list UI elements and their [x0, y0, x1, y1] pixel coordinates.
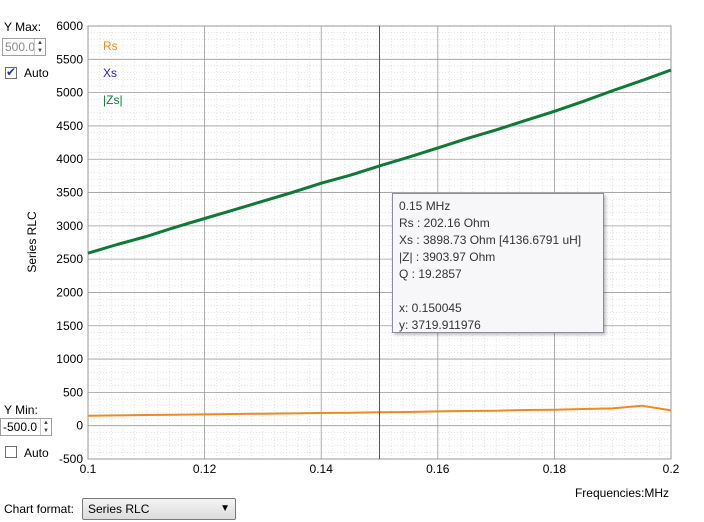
- chart-format-value: Series RLC: [88, 502, 150, 516]
- check-icon: ✔: [6, 65, 17, 79]
- x-tick-label: 0.2: [663, 462, 680, 476]
- tooltip-xs: Xs : 3898.73 Ohm [4136.6791 uH]: [399, 233, 582, 247]
- legend: Rs Xs |Zs|: [103, 39, 123, 107]
- y-tick-label: 3500: [56, 186, 83, 200]
- x-tick-label: 0.1: [80, 462, 97, 476]
- y-tick-label: 4000: [56, 152, 83, 166]
- y-tick-label: 6000: [56, 19, 83, 33]
- ymax-auto-checkbox[interactable]: ✔: [5, 65, 17, 79]
- y-tick-label: 1000: [56, 352, 83, 366]
- spin-down-icon[interactable]: ▼: [37, 48, 43, 54]
- x-tick-labels: 0.1 0.12 0.14 0.16 0.18 0.2: [80, 462, 680, 476]
- cursor-tooltip: 0.15 MHz Rs : 202.16 Ohm Xs : 3898.73 Oh…: [392, 193, 604, 333]
- ymin-value: -500.0: [3, 420, 38, 434]
- x-tick-label: 0.16: [426, 462, 450, 476]
- tooltip-rs: Rs : 202.16 Ohm: [399, 216, 490, 230]
- y-tick-label: 500: [63, 385, 83, 399]
- ymin-auto-label: Auto: [24, 446, 49, 460]
- tooltip-q: Q : 19.2857: [399, 267, 462, 281]
- y-tick-labels: -500 0 500 1000 1500 2000 2500 3000 3500 4000 4500…: [56, 19, 83, 466]
- y-tick-label: 0: [76, 419, 83, 433]
- ymax-label: Y Max:: [4, 20, 42, 34]
- y-tick-label: 2500: [56, 252, 83, 266]
- y-tick-label: 2000: [56, 285, 83, 299]
- spin-down-icon[interactable]: ▼: [43, 428, 49, 434]
- tooltip-frequency: 0.15 MHz: [399, 199, 451, 213]
- spin-up-icon[interactable]: ▲: [43, 420, 49, 426]
- y-tick-label: 1500: [56, 319, 83, 333]
- ymax-auto-label: Auto: [24, 66, 49, 80]
- x-axis-label: Frequencies:MHz: [575, 486, 669, 500]
- y-tick-label: 4500: [56, 119, 83, 133]
- spin-up-icon[interactable]: ▲: [37, 40, 43, 46]
- x-tick-label: 0.18: [543, 462, 567, 476]
- ymax-input[interactable]: 500.0 ▲ ▼: [2, 38, 46, 56]
- ymin-input[interactable]: -500.0 ▲ ▼: [0, 418, 52, 436]
- chart-format-select[interactable]: Series RLC ▼: [82, 498, 236, 520]
- legend-entry: Rs: [103, 39, 118, 53]
- series-line-rs: [87, 404, 672, 417]
- chevron-down-icon: ▼: [220, 503, 230, 514]
- ymax-spinner[interactable]: ▲ ▼: [34, 39, 45, 55]
- y-tick-label: 3000: [56, 219, 83, 233]
- ymin-label: Y Min:: [4, 403, 38, 417]
- chart-format-label: Chart format:: [4, 502, 75, 516]
- tooltip-z: |Z| : 3903.97 Ohm: [399, 250, 496, 264]
- y-axis-label: Series RLC: [25, 211, 39, 273]
- ymin-spinner[interactable]: ▲ ▼: [40, 419, 51, 435]
- y-tick-label: 5000: [56, 86, 83, 100]
- tooltip-spacer: [399, 283, 597, 300]
- x-tick-label: 0.14: [310, 462, 334, 476]
- tooltip-y: y: 3719.911976: [399, 318, 481, 332]
- ymin-auto-checkbox[interactable]: [5, 446, 17, 458]
- legend-entry: |Zs|: [103, 93, 123, 107]
- y-tick-label: 5500: [56, 52, 83, 66]
- ymax-value: 500.0: [5, 40, 36, 54]
- y-tick-label: -500: [59, 452, 83, 466]
- x-tick-label: 0.12: [193, 462, 217, 476]
- legend-entry: Xs: [103, 66, 117, 80]
- tooltip-x: x: 0.150045: [399, 301, 462, 315]
